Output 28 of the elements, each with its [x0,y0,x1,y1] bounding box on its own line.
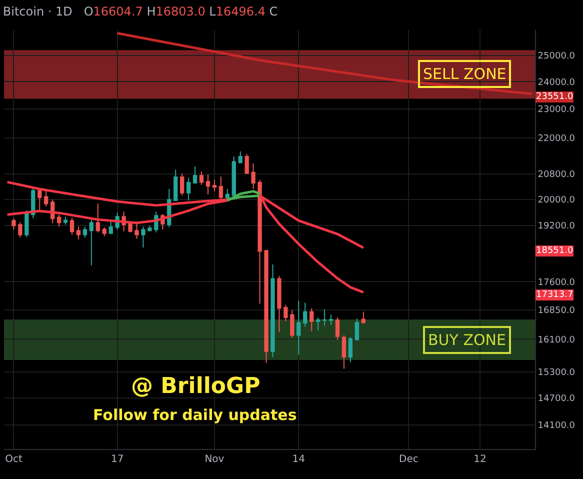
chart-title: Bitcoin · 1D O [2,4,94,19]
y-tick-label: 20800.0 [538,170,576,180]
x-tick-label: Dec [399,454,418,465]
x-tick-label: Nov [204,454,224,465]
y-tick-label: 25000.0 [538,51,576,62]
annotation: Follow for daily updates [93,406,297,424]
x-tick-label: 17 [110,454,124,465]
y-tick-label: 23000.0 [538,105,576,116]
x-tick-label: Oct [5,454,22,465]
y-tick-label: 16850.0 [538,306,576,316]
band-label: SELL ZONE [423,65,506,83]
y-tick-label: 20000.0 [538,195,576,206]
annotation: @ BrilloGP [131,374,260,399]
y-tick-label: 19200.0 [538,222,576,232]
text: 16604.7 H16803.0 L16496.4 C [93,4,278,19]
y-tick-label: 15300.0 [538,368,576,378]
band-label: BUY ZONE [428,331,506,349]
x-tick-label: 12 [474,454,486,465]
y-tick-label: 22000.0 [538,134,576,144]
y-tick-label: 14100.0 [538,420,576,431]
text: 17313.7 [536,290,574,300]
data-label: 23551.0 [536,92,574,102]
y-tick-label: 14700.0 [538,394,576,404]
y-tick-label: 16100.0 [538,335,576,346]
y-tick-label: 17600.0 [538,278,576,288]
x-tick-label: 14 [292,454,306,465]
text: 18551.0 [536,246,574,256]
y-tick-label: 24000.0 [538,78,576,88]
